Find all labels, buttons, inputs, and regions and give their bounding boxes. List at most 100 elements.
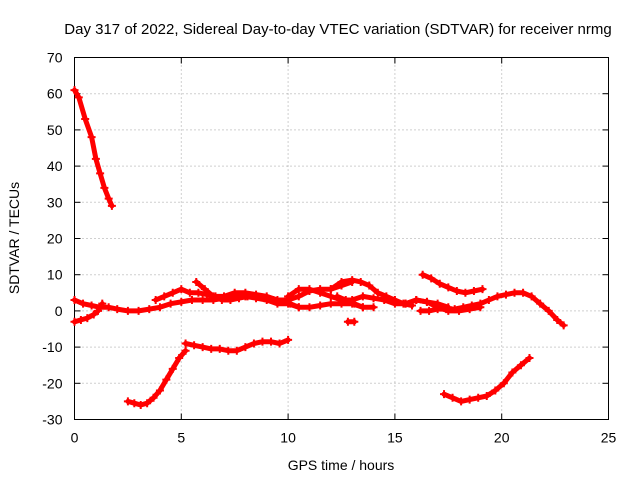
data-point bbox=[275, 339, 284, 348]
data-point bbox=[484, 296, 493, 305]
x-tick-label: 5 bbox=[177, 430, 185, 446]
data-point bbox=[369, 294, 378, 303]
series-arc-15 bbox=[440, 353, 534, 406]
data-point bbox=[333, 292, 342, 301]
data-point bbox=[145, 305, 154, 314]
data-point bbox=[482, 391, 491, 400]
data-point bbox=[422, 297, 431, 306]
y-tick-label: 10 bbox=[47, 267, 63, 283]
y-tick-label: 30 bbox=[47, 194, 63, 210]
data-point bbox=[337, 277, 346, 286]
data-point bbox=[230, 288, 239, 297]
chart-title: Day 317 of 2022, Sidereal Day-to-day VTE… bbox=[64, 21, 611, 38]
series-arc-8 bbox=[333, 292, 378, 312]
data-point bbox=[527, 292, 536, 301]
series-arc-9 bbox=[343, 317, 359, 326]
data-point bbox=[501, 290, 510, 299]
data-point bbox=[536, 299, 545, 308]
data-point bbox=[162, 375, 171, 384]
data-point bbox=[478, 285, 487, 294]
data-point bbox=[134, 306, 143, 315]
x-axis-label: GPS time / hours bbox=[288, 457, 395, 473]
y-tick-label: 70 bbox=[47, 50, 63, 66]
data-point bbox=[401, 299, 410, 308]
data-point bbox=[350, 317, 359, 326]
y-tick-label: 20 bbox=[47, 231, 63, 247]
data-point bbox=[444, 306, 453, 315]
data-point bbox=[448, 393, 457, 402]
data-point bbox=[209, 292, 218, 301]
data-point bbox=[294, 292, 303, 301]
series-arc-7 bbox=[326, 276, 416, 310]
data-point bbox=[440, 390, 449, 399]
data-point bbox=[294, 303, 303, 312]
data-point bbox=[136, 401, 145, 410]
x-tick-label: 20 bbox=[494, 430, 510, 446]
data-point bbox=[241, 343, 250, 352]
x-tick-label: 25 bbox=[601, 430, 617, 446]
data-point bbox=[123, 397, 132, 406]
data-point bbox=[516, 361, 525, 370]
data-point bbox=[107, 201, 116, 210]
data-point bbox=[87, 301, 96, 310]
data-point bbox=[433, 303, 442, 312]
y-tick-label: 40 bbox=[47, 158, 63, 174]
series-line bbox=[328, 277, 415, 308]
series-arc-11 bbox=[418, 270, 487, 297]
data-point bbox=[286, 299, 295, 308]
data-point bbox=[412, 296, 421, 305]
data-point bbox=[215, 344, 224, 353]
data-point bbox=[123, 306, 132, 315]
data-point bbox=[544, 306, 553, 315]
series-arc-13 bbox=[181, 335, 293, 355]
series-arc-5 bbox=[192, 277, 303, 312]
data-point bbox=[91, 154, 100, 163]
data-point bbox=[316, 301, 325, 310]
x-tick-label: 0 bbox=[71, 430, 79, 446]
data-point bbox=[508, 368, 517, 377]
data-point bbox=[83, 314, 92, 323]
data-point bbox=[284, 292, 293, 301]
ticks: 0 5 10 15 20 25 -30 -20 -10 0 10 20 30 40 50 60 70 bbox=[42, 50, 616, 446]
series-layer bbox=[70, 86, 568, 410]
data-point bbox=[358, 292, 367, 301]
data-point bbox=[356, 277, 365, 286]
data-point bbox=[166, 299, 175, 308]
grid bbox=[74, 57, 609, 420]
data-point bbox=[382, 292, 391, 301]
data-point bbox=[200, 285, 209, 294]
x-tick-label: 10 bbox=[280, 430, 296, 446]
data-point bbox=[267, 337, 276, 346]
data-point bbox=[151, 296, 160, 305]
data-point bbox=[104, 303, 113, 312]
data-point bbox=[234, 294, 243, 303]
data-point bbox=[365, 281, 374, 290]
data-point bbox=[326, 299, 335, 308]
data-point bbox=[149, 393, 158, 402]
data-point bbox=[510, 288, 519, 297]
data-point bbox=[113, 305, 122, 314]
y-tick-label: 0 bbox=[55, 303, 63, 319]
y-tick-label: -10 bbox=[42, 339, 62, 355]
data-point bbox=[465, 305, 474, 314]
data-point bbox=[143, 399, 152, 408]
data-point bbox=[192, 277, 201, 286]
data-point bbox=[224, 346, 233, 355]
data-point bbox=[416, 306, 425, 315]
y-axis-label: SDTVAR / TECUs bbox=[6, 182, 22, 294]
data-point bbox=[559, 321, 568, 330]
data-point bbox=[190, 341, 199, 350]
data-point bbox=[226, 296, 235, 305]
data-point bbox=[499, 379, 508, 388]
data-point bbox=[100, 183, 109, 192]
data-point bbox=[155, 303, 164, 312]
data-point bbox=[198, 343, 207, 352]
data-point bbox=[194, 288, 203, 297]
data-point bbox=[427, 274, 436, 283]
data-point bbox=[461, 288, 470, 297]
data-point bbox=[454, 306, 463, 315]
data-point bbox=[130, 399, 139, 408]
data-point bbox=[79, 299, 88, 308]
data-point bbox=[70, 317, 79, 326]
